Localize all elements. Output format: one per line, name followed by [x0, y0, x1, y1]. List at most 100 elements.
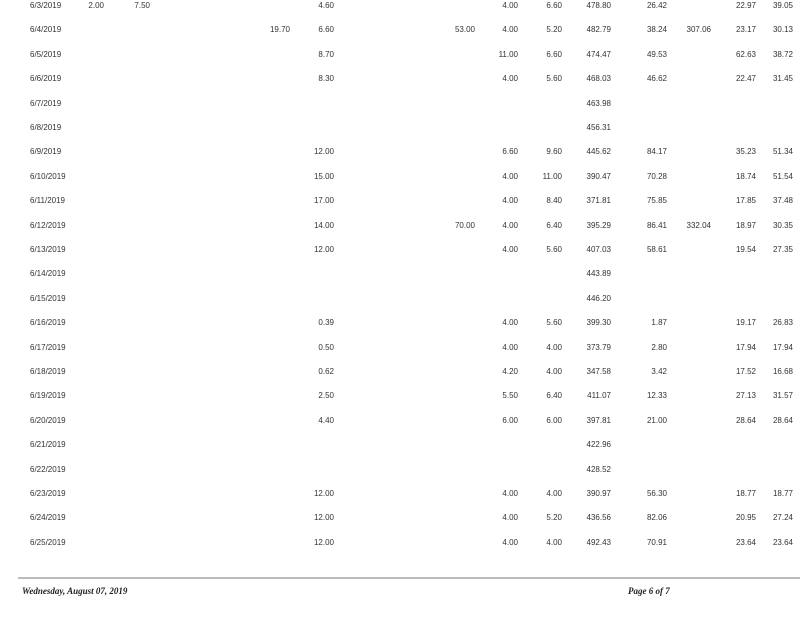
cell-col-7: 5.60	[546, 245, 562, 254]
cell-col-4: 0.50	[318, 342, 334, 352]
cell-col-7: 5.20	[546, 513, 562, 523]
cell-col-12: 16.68	[772, 367, 793, 376]
table-row: 6/11/2019 17.00 4.00 8.40 371.81 75.85 17.85 37…	[0, 196, 800, 210]
cell-col-8: 446.20	[586, 293, 611, 303]
cell-col-12: 51.34	[772, 147, 793, 157]
cell-col-7: 9.60	[546, 147, 562, 157]
row-date: 6/20/2019	[30, 415, 66, 425]
footer-page-number: Page 6 of 7	[628, 586, 670, 596]
cell-col-8: 399.30	[586, 318, 611, 328]
cell-col-11: 17.94	[735, 342, 756, 352]
cell-col-7: 6.60	[546, 1, 562, 10]
row-date: 6/23/2019	[30, 489, 66, 498]
cell-col-4: 14.00	[313, 220, 334, 230]
cell-col-6: 4.00	[502, 537, 518, 547]
cell-col-9: 70.28	[646, 171, 667, 181]
cell-col-11: 17.52	[735, 367, 756, 376]
cell-col-11: 22.47	[735, 74, 756, 84]
cell-col-6: 11.00	[498, 49, 518, 59]
cell-col-7: 6.00	[546, 415, 562, 425]
cell-col-11: 23.17	[735, 25, 756, 35]
row-date: 6/16/2019	[30, 318, 66, 328]
table-row: 6/3/2019 2.00 7.50 4.60 4.00 6.60 478.80 26.42 2…	[0, 1, 800, 15]
cell-col-2: 7.50	[134, 1, 150, 10]
cell-col-4: 12.00	[313, 513, 334, 523]
cell-col-4: 0.62	[318, 367, 334, 376]
cell-col-9: 58.61	[646, 245, 667, 254]
row-date: 6/15/2019	[30, 293, 66, 303]
cell-col-12: 51.54	[772, 171, 793, 181]
cell-col-12: 39.05	[772, 1, 793, 10]
table-row: 6/10/2019 15.00 4.00 11.00 390.47 70.28 18.74 5…	[0, 172, 800, 186]
cell-col-11: 20.95	[735, 513, 756, 523]
row-date: 6/22/2019	[30, 464, 66, 474]
cell-col-8: 478.80	[586, 1, 611, 10]
cell-col-12: 27.35	[772, 245, 793, 254]
cell-col-6: 4.00	[502, 489, 518, 498]
cell-col-9: 26.42	[646, 1, 667, 10]
table-row: 6/22/2019 428.52	[0, 465, 800, 479]
cell-col-4: 2.50	[318, 391, 334, 401]
table-row: 6/6/2019 8.30 4.00 5.60 468.03 46.62 22.47 31.4…	[0, 74, 800, 88]
row-date: 6/19/2019	[30, 391, 66, 401]
row-date: 6/25/2019	[30, 537, 66, 547]
cell-col-7: 5.20	[546, 25, 562, 35]
table-row: 6/17/2019 0.50 4.00 4.00 373.79 2.80 17.94 17.9…	[0, 343, 800, 357]
cell-col-12: 37.48	[772, 196, 793, 206]
cell-col-8: 474.47	[586, 49, 611, 59]
cell-col-8: 373.79	[586, 342, 611, 352]
cell-col-3: 19.70	[269, 25, 290, 35]
cell-col-10: 307.06	[686, 25, 711, 35]
cell-col-11: 17.85	[735, 196, 756, 206]
cell-col-9: 2.80	[651, 342, 667, 352]
cell-col-12: 31.45	[772, 74, 793, 84]
table-row: 6/23/2019 12.00 4.00 4.00 390.97 56.30 18.77 18…	[0, 489, 800, 503]
row-date: 6/14/2019	[30, 269, 66, 279]
cell-col-8: 492.43	[586, 537, 611, 547]
cell-col-12: 17.94	[772, 342, 793, 352]
table-row: 6/16/2019 0.39 4.00 5.60 399.30 1.87 19.17 26.8…	[0, 318, 800, 332]
cell-col-9: 84.17	[646, 147, 667, 157]
table-row: 6/5/2019 8.70 11.00 6.60 474.47 49.53 62.63 38.…	[0, 50, 800, 64]
cell-col-8: 445.62	[586, 147, 611, 157]
cell-col-7: 6.60	[546, 49, 562, 59]
cell-col-12: 30.35	[772, 220, 793, 230]
cell-col-8: 463.98	[586, 98, 611, 108]
cell-col-4: 17.00	[313, 196, 334, 206]
cell-col-1: 2.00	[88, 1, 104, 10]
cell-col-7: 6.40	[546, 220, 562, 230]
cell-col-11: 27.13	[735, 391, 756, 401]
table-row: 6/7/2019 463.98	[0, 99, 800, 113]
cell-col-10: 332.04	[686, 220, 711, 230]
cell-col-9: 38.24	[646, 25, 667, 35]
cell-col-8: 411.07	[587, 391, 611, 401]
cell-col-9: 1.87	[651, 318, 667, 328]
cell-col-11: 23.64	[735, 537, 756, 547]
cell-col-11: 18.97	[735, 220, 756, 230]
cell-col-4: 0.39	[318, 318, 334, 328]
cell-col-4: 12.00	[313, 537, 334, 547]
cell-col-8: 443.89	[586, 269, 611, 279]
cell-col-11: 22.97	[735, 1, 756, 10]
cell-col-6: 6.60	[502, 147, 518, 157]
table-row: 6/21/2019 422.96	[0, 440, 800, 454]
cell-col-9: 49.53	[646, 49, 667, 59]
cell-col-4: 8.30	[318, 74, 334, 84]
cell-col-9: 3.42	[651, 367, 667, 376]
cell-col-8: 347.58	[586, 367, 611, 376]
cell-col-7: 4.00	[546, 537, 562, 547]
cell-col-7: 5.60	[546, 318, 562, 328]
cell-col-4: 4.40	[318, 415, 334, 425]
table-row: 6/12/2019 14.00 70.00 4.00 6.40 395.29 86.41 33…	[0, 221, 800, 235]
cell-col-12: 26.83	[772, 318, 793, 328]
cell-col-9: 21.00	[646, 415, 667, 425]
cell-col-6: 4.00	[502, 342, 518, 352]
cell-col-11: 19.17	[735, 318, 756, 328]
cell-col-12: 18.77	[772, 489, 793, 498]
cell-col-11: 35.23	[735, 147, 756, 157]
cell-col-6: 4.00	[502, 171, 518, 181]
table-row: 6/15/2019 446.20	[0, 294, 800, 308]
table-row: 6/14/2019 443.89	[0, 269, 800, 283]
row-date: 6/18/2019	[30, 367, 66, 376]
row-date: 6/6/2019	[30, 74, 62, 84]
